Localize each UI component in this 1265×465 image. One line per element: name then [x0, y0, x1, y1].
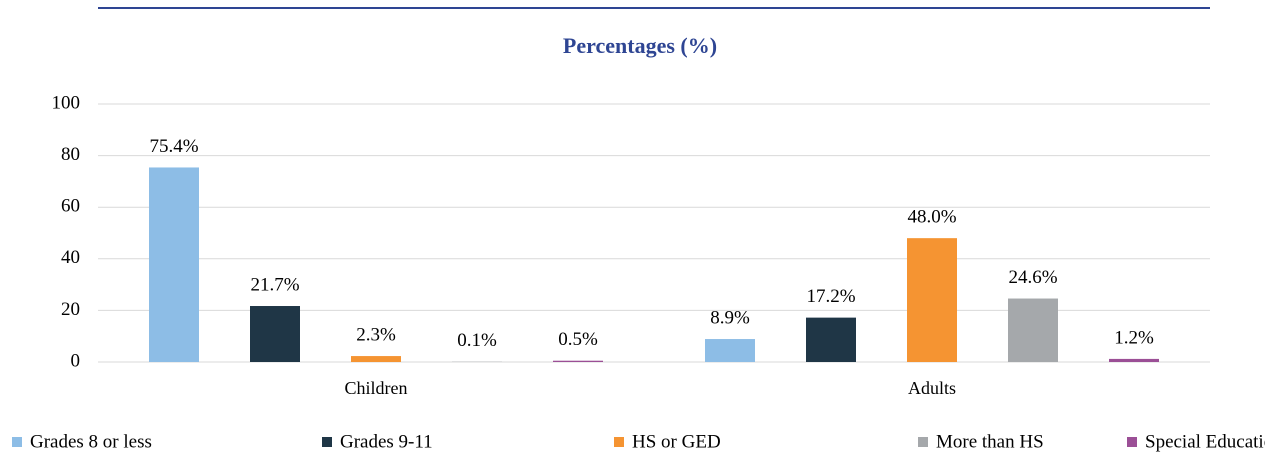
data-label: 8.9% [710, 307, 750, 328]
legend-swatch [322, 437, 332, 447]
data-label: 75.4% [149, 136, 198, 157]
y-tick-label: 100 [52, 92, 81, 113]
data-label: 0.1% [457, 330, 497, 351]
data-label: 17.2% [806, 286, 855, 307]
legend-swatch [12, 437, 22, 447]
legend-swatch [614, 437, 624, 447]
bar [351, 356, 401, 362]
bar [705, 339, 755, 362]
legend-label: More than HS [936, 431, 1044, 452]
bar [1008, 298, 1058, 362]
x-tick-label: Adults [908, 378, 956, 398]
bar [250, 306, 300, 362]
chart-title: Percentages (%) [563, 33, 717, 58]
y-tick-label: 0 [71, 350, 81, 371]
y-tick-label: 20 [61, 299, 80, 320]
x-tick-label: Children [345, 378, 408, 398]
y-tick-label: 40 [61, 247, 80, 268]
legend-label: HS or GED [632, 431, 721, 452]
legend-swatch [1127, 437, 1137, 447]
legend-label: Grades 9-11 [340, 431, 433, 452]
legend-label: Special Education [1145, 431, 1265, 452]
bar [1109, 358, 1159, 362]
data-label: 24.6% [1008, 267, 1057, 288]
data-label: 21.7% [250, 274, 299, 295]
data-label: 2.3% [356, 324, 396, 345]
y-tick-label: 80 [61, 144, 80, 165]
legend-swatch [918, 437, 928, 447]
data-label: 1.2% [1114, 327, 1154, 348]
legend-label: Grades 8 or less [30, 431, 152, 452]
bar [806, 317, 856, 362]
data-label: 0.5% [558, 329, 598, 350]
data-label: 48.0% [907, 207, 956, 228]
bar [907, 238, 957, 362]
bar [553, 360, 603, 362]
y-tick-label: 60 [61, 196, 80, 217]
bar [149, 167, 199, 362]
